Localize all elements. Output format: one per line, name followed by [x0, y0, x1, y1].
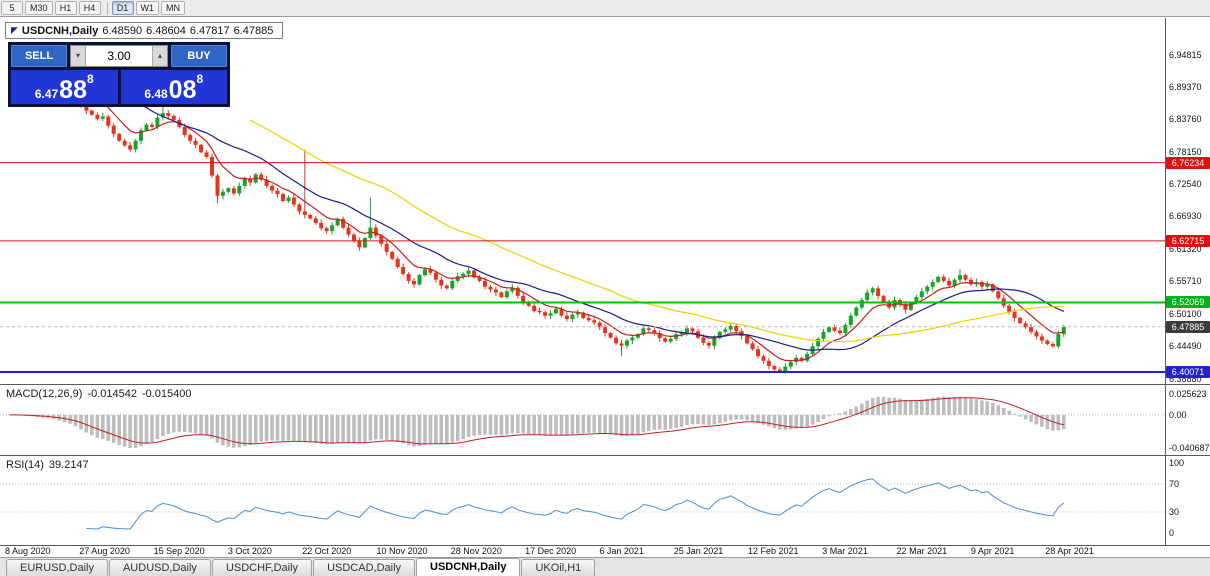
pane-separator[interactable] [0, 455, 1210, 456]
rsi-line [86, 478, 1065, 530]
timeframe-button-mn[interactable]: MN [161, 1, 186, 15]
rsi-title: RSI(14) [6, 459, 44, 471]
date-axis-label: 22 Mar 2021 [896, 546, 948, 556]
date-axis-label: 28 Apr 2021 [1045, 546, 1094, 556]
buy-price-pip-digit: 8 [196, 72, 204, 86]
price-axis-label: 6.55710 [1169, 276, 1202, 287]
sell-price-pip-digit: 8 [86, 72, 94, 86]
price-axis-label: 6.72540 [1169, 178, 1202, 189]
ohlc-close: 6.47885 [233, 24, 274, 37]
date-axis-label: 12 Feb 2021 [748, 546, 799, 556]
time-scale[interactable]: 8 Aug 2020 27 Aug 2020 15 Sep 2020 3 Oct 20… [0, 547, 1165, 558]
rsi-axis-label: 100 [1169, 458, 1185, 468]
macd-signal-line [10, 397, 1064, 445]
macd-indicator-label: MACD(12,26,9) -0.014542 -0.015400 [6, 388, 197, 400]
date-axis-label: 3 Mar 2021 [822, 546, 868, 556]
price-axis-label: 6.89370 [1169, 81, 1202, 92]
price-axis-label: 6.50100 [1169, 308, 1202, 319]
window-restore-icon: ◤ [11, 25, 18, 35]
date-axis-label: 25 Jan 2021 [673, 546, 724, 556]
tab-eurusd-daily[interactable]: EURUSD,Daily [6, 559, 108, 576]
chart-tab-bar: EURUSD,Daily AUDUSD,Daily USDCHF,Daily USDC… [0, 557, 1210, 576]
rsi-indicator-label: RSI(14) 39.2147 [6, 459, 94, 471]
price-axis-label: 6.78150 [1169, 146, 1202, 157]
price-scale-separator [1165, 18, 1166, 545]
rsi-value: 39.2147 [48, 459, 89, 471]
price-badge-resistance-line[interactable]: 6.76234 [1166, 156, 1210, 169]
buy-button[interactable]: BUY [171, 45, 227, 67]
macd-title: MACD(12,26,9) [6, 388, 83, 400]
sell-button[interactable]: SELL [11, 45, 67, 67]
date-axis-label: 22 Oct 2020 [302, 546, 352, 556]
volume-input[interactable]: 3.00 [107, 49, 131, 63]
price-axis-label: 6.38880 [1169, 373, 1202, 384]
toolbar-separator [106, 1, 108, 15]
price-axis-label: 6.83760 [1169, 114, 1202, 125]
rsi-axis-label: 30 [1169, 507, 1180, 517]
date-axis-label: 27 Aug 2020 [79, 546, 130, 556]
buy-price-prefix: 6.48 [144, 87, 168, 101]
ma-mid-line [113, 81, 1065, 351]
rsi-axis-label: 70 [1169, 479, 1180, 489]
buy-price-display[interactable]: 6.48 08 8 [120, 70, 227, 104]
ohlc-low: 6.47817 [189, 24, 230, 37]
ma-slow-line [249, 119, 1064, 343]
timeframe-toolbar: 5 M30 H1 H4 D1 W1 MN [0, 0, 1210, 17]
date-axis-label: 8 Aug 2020 [5, 546, 51, 556]
tab-usdcad-daily[interactable]: USDCAD,Daily [313, 559, 416, 576]
date-axis-label: 10 Nov 2020 [376, 546, 428, 556]
price-badge-support-line[interactable]: 6.40071 [1166, 365, 1210, 378]
timeframe-button-w1[interactable]: W1 [135, 1, 160, 15]
pane-separator[interactable] [0, 384, 1210, 385]
macd-signal-value: -0.015400 [141, 388, 192, 400]
chart-symbol-label: USDCNH,Daily [21, 24, 99, 37]
date-axis-label: 15 Sep 2020 [153, 546, 205, 556]
buy-price-big-digits: 08 [168, 76, 197, 104]
ohlc-open: 6.48590 [102, 24, 143, 37]
tab-ukoil-h1[interactable]: UKOil,H1 [521, 559, 596, 576]
macd-axis-label: 0.025623 [1169, 389, 1207, 399]
sell-price-big-digits: 88 [59, 76, 87, 104]
tab-audusd-daily[interactable]: AUDUSD,Daily [108, 559, 211, 576]
volume-increase-button[interactable]: ▴ [152, 46, 167, 66]
timeframe-button-h1[interactable]: H1 [54, 1, 77, 15]
chart-window-tab[interactable]: ◤ USDCNH,Daily 6.48590 6.48604 6.47817 6… [5, 22, 284, 39]
price-badge-support-line[interactable]: 6.52069 [1166, 296, 1210, 309]
sell-price-display[interactable]: 6.47 88 8 [11, 70, 118, 104]
price-axis-label: 6.66930 [1169, 211, 1202, 222]
pane-separator [0, 545, 1210, 546]
timeframe-button-5[interactable]: 5 [1, 1, 23, 15]
volume-decrease-button[interactable]: ▾ [71, 46, 86, 66]
price-axis-label: 6.44490 [1169, 341, 1202, 352]
date-axis-label: 3 Oct 2020 [227, 546, 272, 556]
macd-axis-label: 0.00 [1169, 409, 1187, 420]
timeframe-button-h4[interactable]: H4 [78, 1, 101, 15]
date-axis-label: 28 Nov 2020 [450, 546, 502, 556]
timeframe-button-m30[interactable]: M30 [25, 1, 53, 15]
date-axis-label: 17 Dec 2020 [525, 546, 577, 556]
price-axis-label: 6.61320 [1169, 243, 1202, 254]
date-axis-label: 6 Jan 2021 [599, 546, 644, 556]
price-badge-resistance-line[interactable]: 6.62715 [1166, 234, 1210, 247]
price-scale[interactable]: 6.94815 6.89370 6.83760 6.78150 6.72540 6.669… [1166, 18, 1210, 545]
tab-usdchf-daily[interactable]: USDCHF,Daily [211, 559, 313, 576]
macd-main-value: -0.014542 [87, 388, 137, 400]
price-axis-label: 6.94815 [1169, 50, 1202, 61]
ohlc-high: 6.48604 [146, 24, 186, 37]
date-axis-label: 9 Apr 2021 [970, 546, 1015, 556]
rsi-axis-label: 0 [1169, 528, 1175, 538]
one-click-trading-panel: SELL ▾ 3.00 ▴ BUY 6.47 88 8 6.48 08 8 [8, 42, 230, 107]
volume-stepper: ▾ 3.00 ▴ [70, 45, 168, 67]
tab-usdcnh-daily[interactable]: USDCNH,Daily [416, 558, 521, 576]
sell-price-prefix: 6.47 [34, 87, 59, 101]
price-badge-last-price: 6.47885 [1166, 320, 1210, 333]
macd-axis-label: -0.040687 [1169, 443, 1210, 453]
timeframe-button-d1[interactable]: D1 [111, 1, 134, 15]
